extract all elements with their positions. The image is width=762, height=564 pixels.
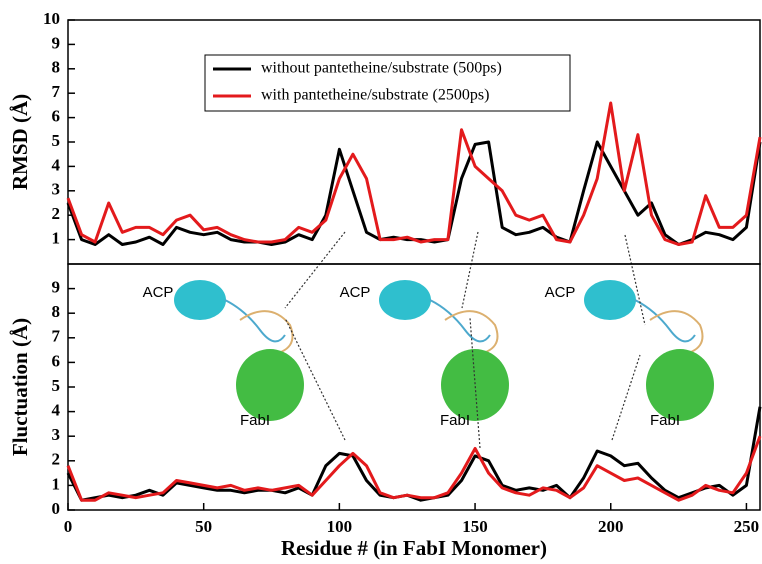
fabi-shape xyxy=(646,349,714,421)
loop xyxy=(239,310,294,356)
x-tick-label: 150 xyxy=(462,517,488,536)
y-tick-label: 2 xyxy=(52,450,61,469)
protein-insets xyxy=(174,280,714,421)
x-tick-label: 250 xyxy=(734,517,760,536)
x-axis-label: Residue # (in FabI Monomer) xyxy=(281,536,547,560)
legend-label: without pantetheine/substrate (500ps) xyxy=(261,60,502,77)
y-tick-label: 1 xyxy=(52,474,61,493)
arrow xyxy=(284,317,346,441)
arrow xyxy=(461,231,479,309)
legend-box xyxy=(204,54,571,112)
series-line xyxy=(66,435,762,502)
y-tick-label: 6 xyxy=(52,107,61,126)
y-tick-label: 4 xyxy=(52,155,61,174)
fabi-shape xyxy=(236,349,304,421)
loop xyxy=(444,310,499,356)
acp-shape xyxy=(379,280,431,320)
arrow xyxy=(284,231,346,309)
x-tick-label: 100 xyxy=(327,517,353,536)
x-tick-label: 50 xyxy=(195,517,212,536)
y-tick-label: 2 xyxy=(52,204,61,223)
linker xyxy=(429,299,491,343)
annotation: ACP xyxy=(545,284,576,301)
acp-shape xyxy=(584,280,636,320)
acp-shape xyxy=(174,280,226,320)
fabi-shape xyxy=(441,349,509,421)
y-tick-label: 7 xyxy=(52,327,61,346)
y-tick-label: 9 xyxy=(52,278,61,297)
y-tick-label: 4 xyxy=(52,401,61,420)
series-line xyxy=(66,101,762,246)
y-tick-label: 10 xyxy=(43,9,60,28)
arrow xyxy=(611,354,641,441)
linker xyxy=(634,299,696,343)
x-tick-label: 0 xyxy=(64,517,73,536)
y-tick-label: 3 xyxy=(52,180,61,199)
annotation: FabI xyxy=(650,412,680,429)
y-tick-label: 0 xyxy=(52,499,61,518)
annotation: ACP xyxy=(340,284,371,301)
y-axis-label: Fluctuation (Å) xyxy=(8,318,32,456)
y-tick-label: 9 xyxy=(52,33,61,52)
arrow xyxy=(469,317,481,449)
y-tick-label: 1 xyxy=(52,229,61,248)
y-tick-label: 6 xyxy=(52,351,61,370)
linker xyxy=(224,299,286,343)
annotation: ACP xyxy=(143,284,174,301)
y-axis-label: RMSD (Å) xyxy=(8,94,32,190)
y-tick-label: 7 xyxy=(52,82,61,101)
arrows xyxy=(284,231,646,449)
legend-label: with pantetheine/substrate (2500ps) xyxy=(261,87,489,104)
y-tick-label: 8 xyxy=(52,58,61,77)
series-line xyxy=(66,140,762,246)
y-tick-label: 5 xyxy=(52,131,61,150)
y-tick-label: 3 xyxy=(52,425,61,444)
annotation: FabI xyxy=(440,412,470,429)
y-tick-label: 5 xyxy=(52,376,61,395)
annotation: FabI xyxy=(240,412,270,429)
x-tick-label: 200 xyxy=(598,517,624,536)
loop xyxy=(649,310,704,356)
y-tick-label: 8 xyxy=(52,302,61,321)
arrow xyxy=(624,234,646,326)
